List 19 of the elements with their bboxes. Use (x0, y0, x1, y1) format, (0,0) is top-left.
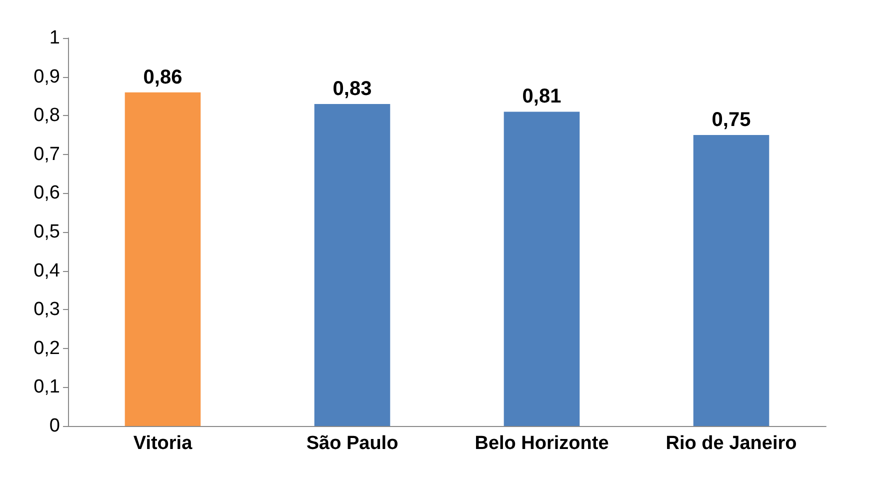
data-label: 0,86 (143, 66, 182, 88)
y-tick-label: 0,9 (34, 66, 60, 88)
y-tick-label: 0,7 (34, 144, 60, 165)
data-label: 0,75 (712, 109, 751, 131)
x-tick-label: Rio de Janeiro (666, 433, 797, 454)
y-tick-label: 0,1 (34, 376, 60, 398)
data-label: 0,81 (522, 86, 562, 108)
y-tick-label: 0,5 (34, 222, 60, 242)
x-tick-label: Vitoria (133, 433, 193, 454)
y-tick-label: 1 (49, 28, 60, 48)
x-tick-label: São Paulo (306, 433, 398, 454)
y-tick-label: 0,6 (34, 182, 60, 204)
y-tick-label: 0,2 (34, 338, 60, 359)
data-label: 0,83 (332, 78, 372, 100)
x-tick-label: Belo Horizonte (474, 433, 609, 454)
y-tick-label: 0 (49, 416, 60, 436)
y-tick-label: 0,4 (34, 260, 60, 282)
y-tick-label: 0,8 (34, 105, 60, 126)
y-tick-label: 0,3 (34, 299, 60, 320)
